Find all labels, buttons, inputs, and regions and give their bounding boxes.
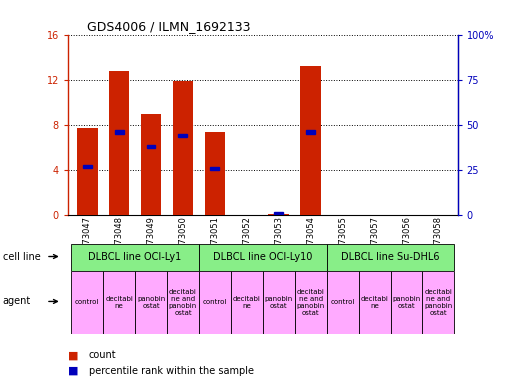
Bar [178,134,187,137]
Bar [268,214,289,215]
Text: panobin
ostat: panobin ostat [392,296,420,309]
Bar [135,271,167,334]
Bar [204,132,225,215]
Bar [146,145,155,148]
Bar [115,131,123,134]
Text: decitabi
ne: decitabi ne [233,296,261,309]
Text: agent: agent [3,296,31,306]
Bar [327,244,454,271]
Text: control: control [75,300,99,305]
Text: GDS4006 / ILMN_1692133: GDS4006 / ILMN_1692133 [87,20,251,33]
Bar [306,131,315,134]
Text: count: count [89,350,117,360]
Text: cell line: cell line [3,252,40,262]
Text: decitabi
ne: decitabi ne [105,296,133,309]
Text: DLBCL line OCI-Ly10: DLBCL line OCI-Ly10 [213,252,313,262]
Bar [141,114,162,215]
Text: panobin
ostat: panobin ostat [265,296,293,309]
Text: control: control [331,300,355,305]
Bar [167,271,199,334]
Bar [199,271,231,334]
Text: ■: ■ [68,366,78,376]
Text: DLBCL line Su-DHL6: DLBCL line Su-DHL6 [342,252,440,262]
Text: decitabi
ne: decitabi ne [361,296,389,309]
Text: decitabi
ne and
panobin
ostat: decitabi ne and panobin ostat [297,289,325,316]
Bar [295,271,327,334]
Bar [274,212,283,215]
Bar [199,244,327,271]
Text: percentile rank within the sample: percentile rank within the sample [89,366,254,376]
Bar [71,244,199,271]
Bar [77,128,97,215]
Bar [300,66,321,215]
Bar [359,271,391,334]
Bar [327,271,359,334]
Bar [263,271,295,334]
Bar [210,167,219,170]
Text: decitabi
ne and
panobin
ostat: decitabi ne and panobin ostat [169,289,197,316]
Bar [103,271,135,334]
Bar [423,271,454,334]
Bar [109,71,130,215]
Bar [71,271,103,334]
Text: control: control [203,300,227,305]
Text: ■: ■ [68,350,78,360]
Text: DLBCL line OCI-Ly1: DLBCL line OCI-Ly1 [88,252,181,262]
Bar [231,271,263,334]
Bar [391,271,423,334]
Text: decitabi
ne and
panobin
ostat: decitabi ne and panobin ostat [424,289,452,316]
Bar [83,165,92,168]
Bar [173,81,194,215]
Text: panobin
ostat: panobin ostat [137,296,165,309]
